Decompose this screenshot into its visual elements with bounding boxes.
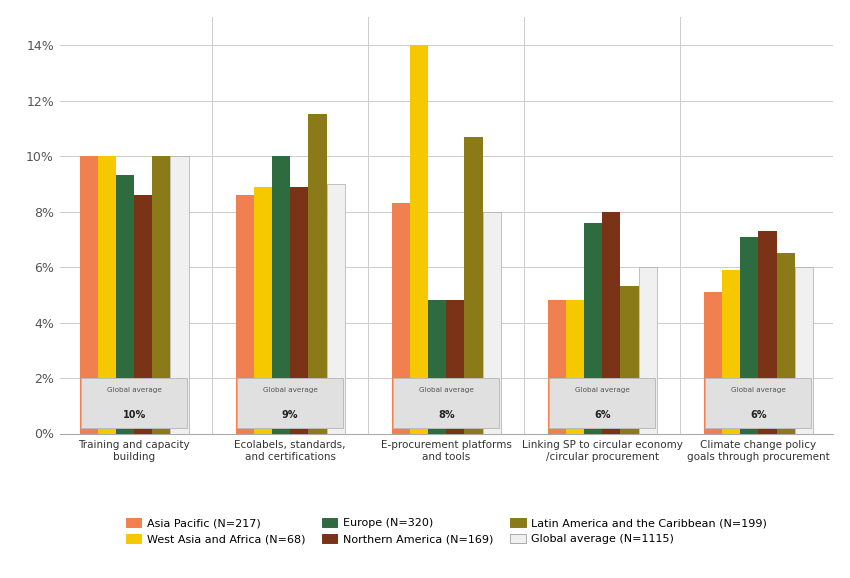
Text: Global average: Global average [419, 387, 473, 394]
Text: Global average: Global average [107, 387, 162, 394]
Bar [290, 187, 309, 434]
FancyBboxPatch shape [237, 378, 343, 428]
Legend: Asia Pacific (N=217), West Asia and Africa (N=68), Europe (N=320), Northern Amer: Asia Pacific (N=217), West Asia and Afri… [126, 518, 767, 544]
Text: 10%: 10% [122, 410, 146, 420]
Bar [116, 176, 134, 434]
Bar [309, 114, 326, 434]
Bar [428, 301, 446, 434]
FancyBboxPatch shape [549, 378, 655, 428]
Bar [272, 156, 290, 434]
Bar [704, 292, 722, 434]
Text: 8%: 8% [438, 410, 455, 420]
Bar [795, 267, 813, 434]
FancyBboxPatch shape [706, 378, 812, 428]
Text: Global average: Global average [575, 387, 630, 394]
Bar [547, 301, 566, 434]
Bar [740, 236, 758, 434]
FancyBboxPatch shape [393, 378, 500, 428]
Bar [566, 301, 584, 434]
Text: 6%: 6% [594, 410, 610, 420]
Bar [392, 203, 410, 434]
Bar [464, 136, 483, 434]
Bar [80, 156, 98, 434]
Bar [722, 270, 740, 434]
Bar [254, 187, 272, 434]
Bar [326, 184, 345, 434]
Text: Global average: Global average [263, 387, 318, 394]
Bar [410, 45, 428, 434]
Bar [235, 195, 254, 434]
Bar [98, 156, 116, 434]
Text: 6%: 6% [750, 410, 767, 420]
Bar [777, 253, 795, 434]
Text: Global average: Global average [731, 387, 785, 394]
Text: 9%: 9% [282, 410, 298, 420]
Bar [638, 267, 657, 434]
Bar [446, 301, 464, 434]
Bar [584, 223, 603, 434]
Bar [620, 287, 638, 434]
Bar [171, 156, 189, 434]
Bar [603, 212, 620, 434]
Bar [483, 212, 501, 434]
Bar [152, 156, 171, 434]
Bar [134, 195, 152, 434]
Bar [758, 231, 777, 434]
FancyBboxPatch shape [81, 378, 187, 428]
